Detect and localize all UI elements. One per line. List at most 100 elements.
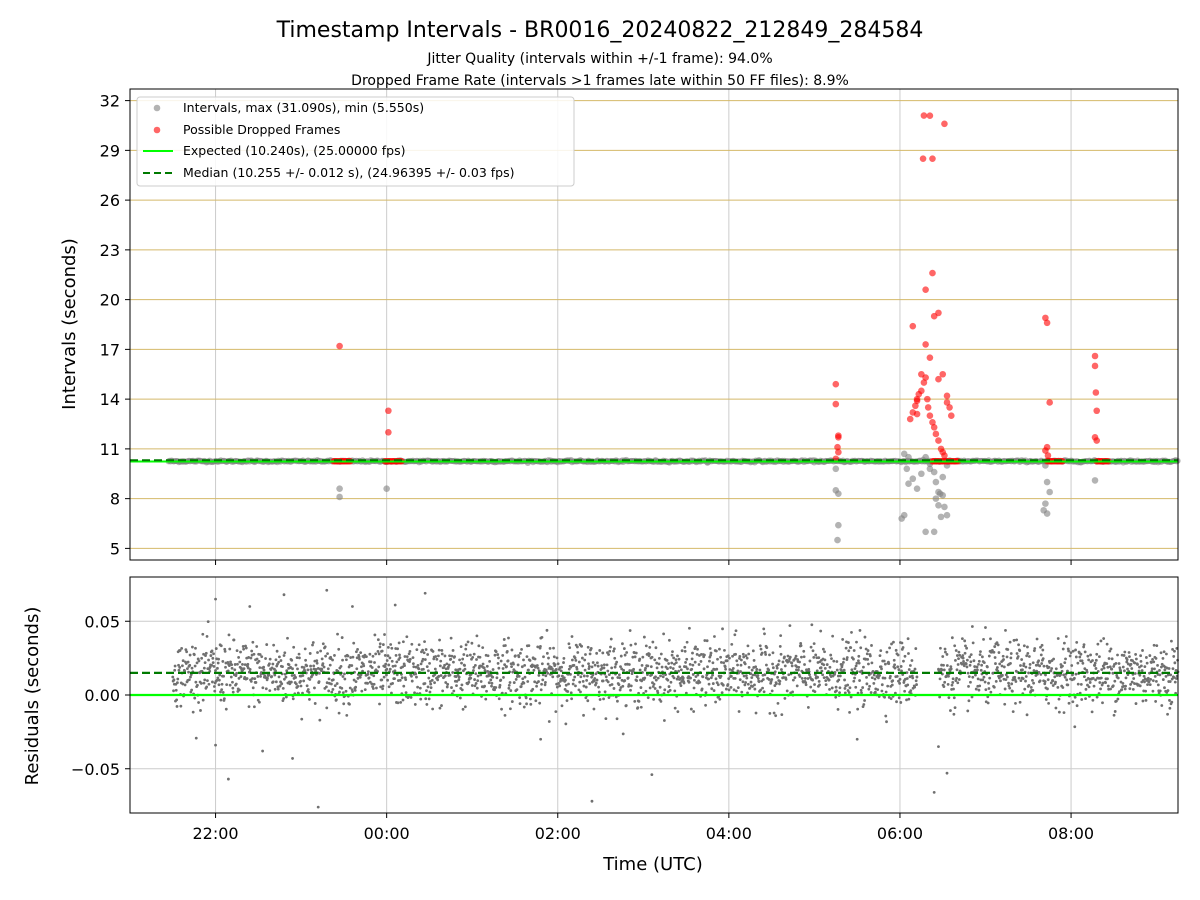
residual-point — [469, 676, 473, 680]
residual-point — [550, 667, 554, 671]
residual-point — [872, 681, 876, 685]
residual-point — [1035, 637, 1039, 641]
residual-point — [529, 702, 533, 706]
residual-point — [191, 645, 194, 649]
residual-point — [646, 664, 650, 668]
residual-point — [1134, 653, 1138, 656]
residual-point — [200, 656, 204, 660]
dropped-frame-point — [943, 399, 951, 406]
dropped-frame-point — [909, 322, 917, 330]
residual-point — [1146, 676, 1150, 680]
residual-point — [1154, 700, 1158, 703]
residual-point — [1047, 701, 1051, 705]
residual-point — [230, 666, 234, 670]
residual-point — [1050, 667, 1054, 670]
residual-point — [1049, 669, 1053, 673]
residual-point — [964, 662, 968, 666]
residual-point — [1015, 652, 1019, 655]
residual-point — [776, 675, 779, 679]
residual-point — [226, 777, 230, 781]
residual-point — [828, 665, 832, 669]
residual-point — [242, 667, 246, 671]
residual-point — [614, 695, 618, 699]
residual-point — [595, 651, 599, 655]
residual-point — [888, 674, 892, 678]
residual-point — [452, 689, 456, 693]
residual-point — [1094, 667, 1098, 670]
residual-point — [783, 664, 787, 668]
residual-point — [507, 636, 510, 640]
residual-point — [903, 654, 907, 658]
residual-point — [234, 682, 238, 686]
residual-point — [327, 677, 331, 681]
residual-point — [398, 656, 402, 660]
residual-point — [348, 686, 352, 690]
residual-point — [523, 675, 527, 679]
residual-point — [1002, 665, 1006, 669]
residual-point — [500, 707, 503, 711]
residual-point — [843, 691, 847, 695]
residual-point — [976, 677, 980, 681]
residual-point — [769, 680, 773, 684]
residual-point — [514, 654, 517, 658]
residual-point — [771, 662, 774, 666]
residual-point — [1024, 675, 1028, 678]
residual-point — [448, 654, 451, 658]
residual-point — [299, 679, 302, 683]
residual-point — [813, 690, 817, 694]
residual-point — [1000, 664, 1004, 668]
residual-point — [1118, 690, 1121, 694]
residual-point — [302, 666, 306, 669]
residual-point — [803, 663, 806, 666]
residual-point — [626, 676, 630, 680]
residual-point — [197, 701, 200, 704]
residual-point — [572, 678, 575, 682]
residual-point — [821, 673, 825, 677]
residual-point — [756, 674, 760, 677]
residual-point — [184, 662, 188, 665]
residual-point — [731, 654, 734, 658]
residual-point — [1020, 658, 1024, 661]
residual-point — [666, 690, 670, 694]
residual-point — [384, 662, 388, 666]
residual-point — [963, 651, 967, 655]
residual-point — [588, 682, 592, 686]
residual-point — [888, 646, 892, 650]
residual-point — [303, 647, 307, 651]
residual-point — [231, 690, 235, 694]
residual-point — [973, 665, 977, 668]
residual-point — [945, 664, 949, 667]
residual-point — [262, 668, 266, 672]
residual-point — [1084, 687, 1088, 691]
residual-point — [943, 680, 947, 684]
residual-point — [1065, 678, 1069, 682]
residual-point — [880, 667, 883, 671]
residual-point — [428, 690, 432, 694]
residual-point — [1123, 669, 1126, 673]
residual-point — [944, 650, 947, 654]
residual-point — [358, 657, 361, 661]
residual-point — [663, 688, 667, 692]
residual-point — [1153, 674, 1157, 678]
residual-point — [510, 648, 514, 652]
residual-point — [228, 647, 232, 651]
residual-point — [1139, 654, 1143, 658]
residual-point — [405, 655, 409, 659]
residual-point — [1082, 643, 1086, 647]
residual-point — [289, 665, 292, 669]
residual-point — [860, 669, 864, 673]
residual-point — [214, 743, 217, 747]
residual-point — [856, 707, 860, 711]
residual-point — [799, 641, 803, 645]
residual-point — [846, 683, 850, 687]
residual-point — [731, 667, 735, 670]
residual-point — [199, 681, 203, 685]
residual-point — [308, 652, 312, 655]
residual-point — [1083, 675, 1086, 679]
residual-point — [1102, 666, 1106, 670]
residual-point — [569, 665, 573, 669]
residual-point — [494, 686, 498, 689]
residual-point — [866, 658, 870, 661]
residual-point — [601, 679, 605, 683]
residual-point — [1096, 642, 1100, 646]
